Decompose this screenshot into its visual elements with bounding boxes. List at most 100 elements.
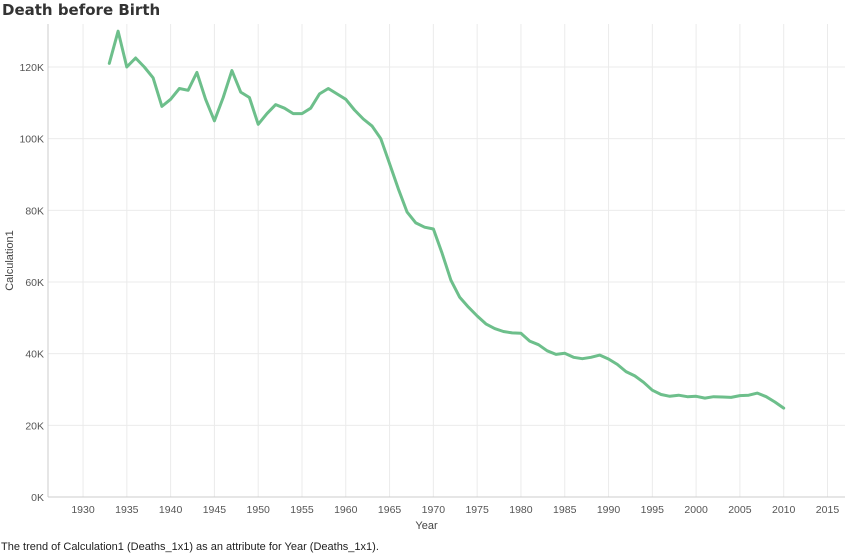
data-point[interactable] [543,347,551,355]
data-point[interactable] [228,67,236,75]
data-point[interactable] [473,312,481,320]
data-point[interactable] [517,329,525,337]
data-point[interactable] [561,349,569,357]
data-point[interactable] [272,101,280,109]
data-point[interactable] [219,93,227,101]
data-point[interactable] [499,327,507,335]
x-tick-label: 1995 [641,504,665,516]
data-point[interactable] [333,90,341,98]
data-point[interactable] [429,225,437,233]
data-point[interactable] [780,404,788,412]
data-point[interactable] [771,398,779,406]
series-line [107,29,786,410]
data-point[interactable] [184,86,192,94]
data-point[interactable] [438,249,446,257]
line-chart: 1930 1935 1940 1945 1950 1955 1960 1965 1970 1975… [4,24,845,532]
data-point[interactable] [718,393,726,401]
y-tick-label: 100K [19,134,44,146]
data-point[interactable] [342,95,350,103]
gridlines [48,24,845,498]
data-point[interactable] [351,106,359,114]
axes: 1930 1935 1940 1945 1950 1955 1960 1965 1970 1975… [19,24,845,516]
data-point[interactable] [316,90,324,98]
data-point[interactable] [202,95,210,103]
x-tick-label: 1985 [553,504,577,516]
data-point[interactable] [578,355,586,363]
chart-caption: The trend of Calculation1 (Deaths_1x1) a… [1,541,379,553]
data-point[interactable] [140,63,148,71]
x-tick-label: 1950 [247,504,271,516]
y-axis-title: Calculation1 [4,230,16,291]
data-point[interactable] [631,372,639,380]
data-point[interactable] [193,68,201,76]
data-point[interactable] [412,219,420,227]
data-point[interactable] [105,59,113,67]
data-point[interactable] [683,393,691,401]
data-point[interactable] [736,392,744,400]
data-point[interactable] [508,329,516,337]
data-point[interactable] [648,386,656,394]
x-tick-label: 1965 [378,504,402,516]
data-point[interactable] [254,120,262,128]
data-point[interactable] [675,391,683,399]
y-tick-label: 60K [25,277,44,289]
data-point[interactable] [237,88,245,96]
data-point[interactable] [263,110,271,118]
data-point[interactable] [132,54,140,62]
data-point[interactable] [491,325,499,333]
data-point[interactable] [596,351,604,359]
data-point[interactable] [727,393,735,401]
data-point[interactable] [552,350,560,358]
y-tick-label: 0K [31,492,44,504]
data-point[interactable] [377,135,385,143]
data-point[interactable] [403,208,411,216]
data-point[interactable] [280,104,288,112]
data-point[interactable] [307,104,315,112]
x-tick-label: 1940 [159,504,183,516]
data-point[interactable] [640,378,648,386]
data-point[interactable] [149,74,157,82]
data-point[interactable] [482,320,490,328]
data-point[interactable] [622,368,630,376]
data-point[interactable] [666,392,674,400]
data-point[interactable] [298,110,306,118]
data-point[interactable] [289,110,297,118]
data-point[interactable] [158,102,166,110]
data-point[interactable] [526,337,534,345]
y-tick-label: 20K [25,420,44,432]
data-point[interactable] [710,393,718,401]
data-point[interactable] [613,360,621,368]
data-point[interactable] [447,276,455,284]
data-point[interactable] [421,223,429,231]
data-point[interactable] [359,115,367,123]
data-point[interactable] [368,122,376,130]
data-point[interactable] [464,303,472,311]
data-point[interactable] [605,355,613,363]
data-point[interactable] [175,85,183,93]
data-point[interactable] [569,353,577,361]
data-point[interactable] [745,391,753,399]
data-point[interactable] [534,341,542,349]
y-tick-label: 80K [25,205,44,217]
data-point[interactable] [456,293,464,301]
data-point[interactable] [692,392,700,400]
data-point[interactable] [657,391,665,399]
x-tick-label: 1960 [334,504,358,516]
x-tick-label: 2015 [816,504,840,516]
x-tick-label: 1980 [509,504,533,516]
x-tick-label: 1935 [115,504,139,516]
x-axis-title: Year [415,520,438,532]
data-point[interactable] [114,27,122,35]
x-tick-label: 1990 [597,504,621,516]
data-point[interactable] [167,95,175,103]
data-point[interactable] [701,394,709,402]
data-point[interactable] [386,160,394,168]
data-point[interactable] [587,353,595,361]
data-point[interactable] [762,393,770,401]
data-point[interactable] [245,93,253,101]
data-point[interactable] [324,85,332,93]
data-point[interactable] [394,185,402,193]
data-point[interactable] [123,63,131,71]
data-point[interactable] [210,117,218,125]
data-point[interactable] [753,389,761,397]
